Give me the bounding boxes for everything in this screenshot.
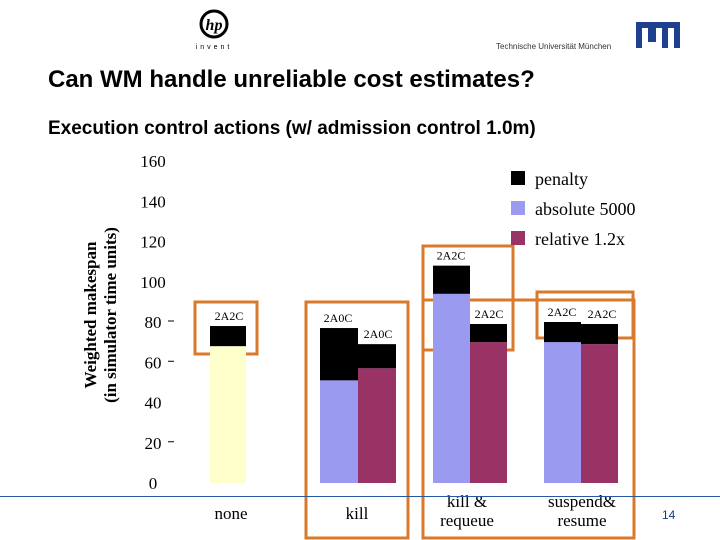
bar-base (433, 293, 470, 483)
y-tick-label: 20 (145, 434, 162, 453)
legend-swatch (511, 201, 525, 215)
bar-data-label: 2A2C (588, 307, 617, 321)
legend-swatch (511, 231, 525, 245)
bar-data-label: 2A2C (548, 305, 577, 319)
bar-data-label: 2A0C (324, 311, 353, 325)
hp-logo: hp invent (196, 9, 233, 51)
bar-data-label: 2A0C (364, 327, 393, 341)
y-tick-label: 80 (145, 313, 162, 332)
x-category-label: none (214, 504, 247, 523)
y-tick-label: 0 (149, 474, 158, 493)
x-category-label: kill (346, 504, 369, 523)
bar-penalty (210, 326, 246, 347)
tum-logo (636, 22, 680, 48)
bar-base (210, 346, 246, 483)
bar-base (581, 344, 618, 483)
hp-logo-text: invent (196, 44, 233, 51)
y-tick-label: 160 (140, 152, 166, 171)
legend-swatch (511, 171, 525, 185)
y-axis-title-line2: (in simulator time units) (101, 227, 120, 403)
bar-penalty (433, 265, 470, 294)
footer-line (0, 496, 720, 497)
svg-text:hp: hp (206, 17, 223, 34)
y-axis-title-line1: Weighted makespan (81, 241, 100, 388)
y-axis-title: Weighted makespan (in simulator time uni… (81, 227, 120, 403)
bar-data-label: 2A2C (475, 307, 504, 321)
bar-data-label: 2A2C (215, 309, 244, 323)
y-tick-label: 140 (140, 192, 166, 211)
bar-penalty (544, 322, 581, 343)
legend-label: relative 1.2x (535, 229, 625, 249)
legend-label: penalty (535, 169, 588, 189)
legend-label: absolute 5000 (535, 199, 636, 219)
bar-penalty (470, 324, 507, 343)
bar-penalty (581, 324, 618, 345)
bar-base (544, 342, 581, 483)
bar-base (320, 380, 358, 483)
institution-name: Technische Universität München (496, 42, 612, 51)
y-tick-label: 60 (145, 353, 162, 372)
y-tick-label: 120 (140, 233, 166, 252)
x-category-label: suspend& resume (548, 492, 616, 530)
bar-base (470, 342, 507, 483)
x-category-label: kill & requeue (440, 492, 494, 530)
bar-base (358, 368, 396, 483)
highlight-box (421, 298, 636, 540)
bar-data-label: 2A2C (437, 249, 466, 263)
page-number: 14 (662, 508, 676, 522)
bar-penalty (320, 328, 358, 381)
y-tick-label: 100 (140, 273, 166, 292)
slide-subtitle: Execution control actions (w/ admission … (48, 118, 536, 139)
highlight-box (304, 300, 410, 540)
slide-title: Can WM handle unreliable cost estimates? (48, 66, 535, 93)
y-tick-label: 40 (145, 394, 162, 413)
bar-penalty (358, 344, 396, 369)
